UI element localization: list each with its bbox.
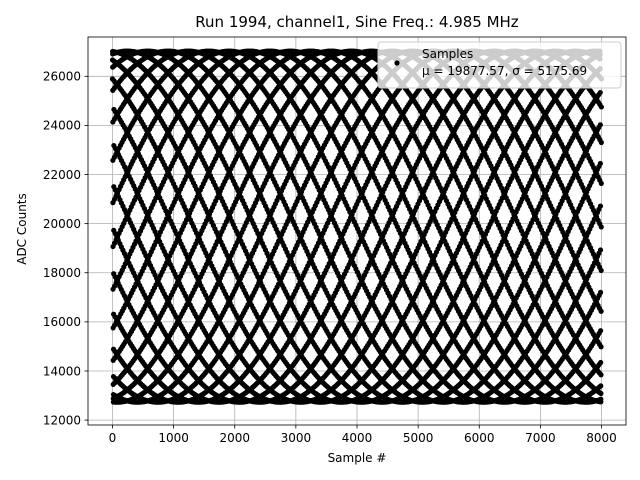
chart-title: Run 1994, channel1, Sine Freq.: 4.985 MH… [195, 13, 519, 31]
